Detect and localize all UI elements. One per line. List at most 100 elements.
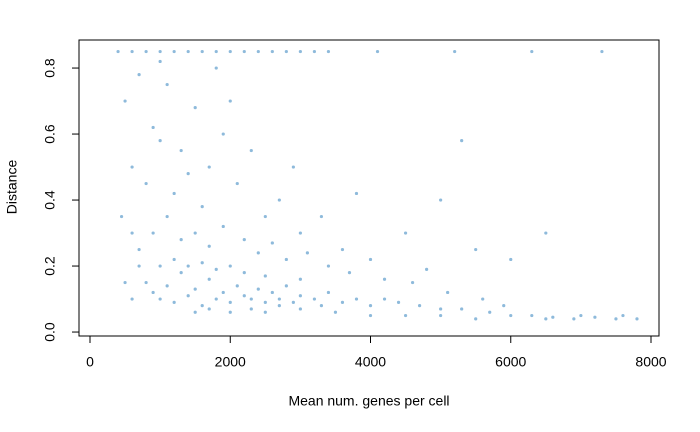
point [502,304,506,308]
point [354,191,359,196]
point [130,165,134,169]
point [242,238,246,242]
point [368,257,373,262]
point [291,300,295,304]
point [446,290,450,295]
point [130,231,134,235]
point [572,317,576,321]
point [207,244,211,248]
point [551,315,555,319]
x-tick-label: 0 [86,354,94,370]
point [439,313,443,318]
point [144,280,148,285]
point [417,304,422,308]
point [439,307,443,311]
point [425,267,429,271]
point [158,139,162,143]
point [256,287,260,291]
point [200,304,204,308]
point [186,172,190,176]
point [207,165,211,169]
point [214,267,218,271]
point [249,307,253,311]
point [368,304,373,308]
point [207,307,211,311]
point [544,231,548,235]
point [228,264,232,268]
point [172,300,176,304]
point [235,181,239,186]
point [284,257,288,262]
point [544,317,548,321]
point [179,238,183,242]
point [235,284,239,288]
point [593,315,597,319]
point [382,297,387,301]
point [291,165,295,169]
y-tick-label: 0.6 [42,124,58,144]
point [403,231,408,235]
point [165,214,169,219]
point [172,257,176,262]
y-tick-label: 0.4 [42,190,58,210]
point [263,274,267,278]
point [635,317,639,321]
point [193,231,197,235]
x-tick-label: 8000 [635,354,666,370]
point [621,313,625,318]
point [144,49,148,54]
point [368,313,373,318]
point [130,49,134,54]
point [200,261,204,265]
point [165,284,169,288]
point [270,290,274,295]
point [172,49,176,54]
point [319,214,324,219]
point [193,310,197,314]
point [439,198,443,202]
point [509,257,513,262]
point [179,148,183,153]
point [305,251,309,255]
point [228,300,232,304]
point [347,271,352,275]
point [214,297,218,301]
point [340,300,345,304]
point [298,277,302,281]
point [123,280,127,285]
point [326,49,331,54]
point [453,49,457,54]
point [263,310,267,314]
point [333,310,338,314]
point [284,49,288,54]
point [319,304,324,308]
point [474,317,478,321]
y-tick-label: 0.0 [42,322,58,342]
point [263,300,267,304]
point [228,99,232,103]
point [530,313,534,318]
point [186,264,190,268]
point [312,297,317,301]
point [186,49,190,54]
point [488,310,492,314]
x-axis-label: Mean num. genes per cell [288,393,449,409]
point [158,49,162,54]
point [277,198,281,202]
point [228,310,232,314]
point [151,125,155,130]
point [207,277,211,281]
point [354,297,359,301]
point [298,307,302,311]
point [158,264,162,268]
point [186,294,190,298]
y-axis-label: Distance [4,160,20,215]
point [579,313,583,318]
point [200,205,204,209]
point [242,294,246,298]
y-tick-label: 0.2 [42,256,58,276]
point [193,287,197,291]
point [130,297,134,301]
point [179,271,183,275]
